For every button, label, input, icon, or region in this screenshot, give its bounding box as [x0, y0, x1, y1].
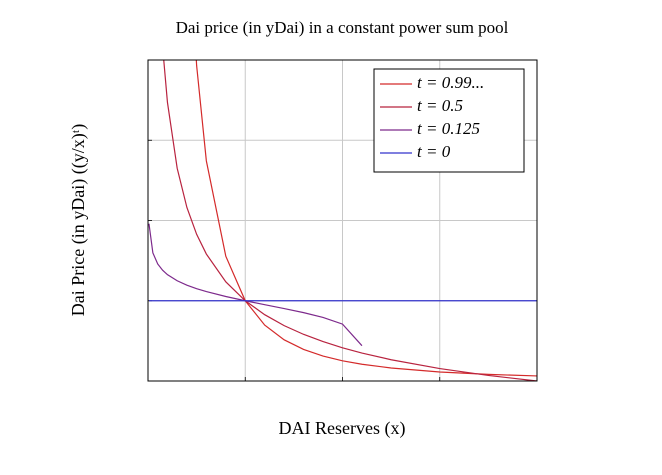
legend-text: t = 0.5: [417, 96, 463, 115]
x-axis-label: DAI Reserves (x): [279, 418, 406, 439]
legend-text: t = 0.99...: [417, 73, 484, 92]
legend-text: t = 0.125: [417, 119, 480, 138]
plot-frame: [147, 59, 538, 382]
series-line: [148, 223, 363, 347]
plot-lines: [148, 60, 537, 381]
chart-title: Dai price (in yDai) in a constant power …: [176, 18, 509, 37]
legend-text: t = 0: [417, 142, 451, 161]
legend-box: [373, 68, 525, 173]
y-axis-label: Dai Price (in yDai) ((y/x)ᵗ): [68, 124, 89, 316]
